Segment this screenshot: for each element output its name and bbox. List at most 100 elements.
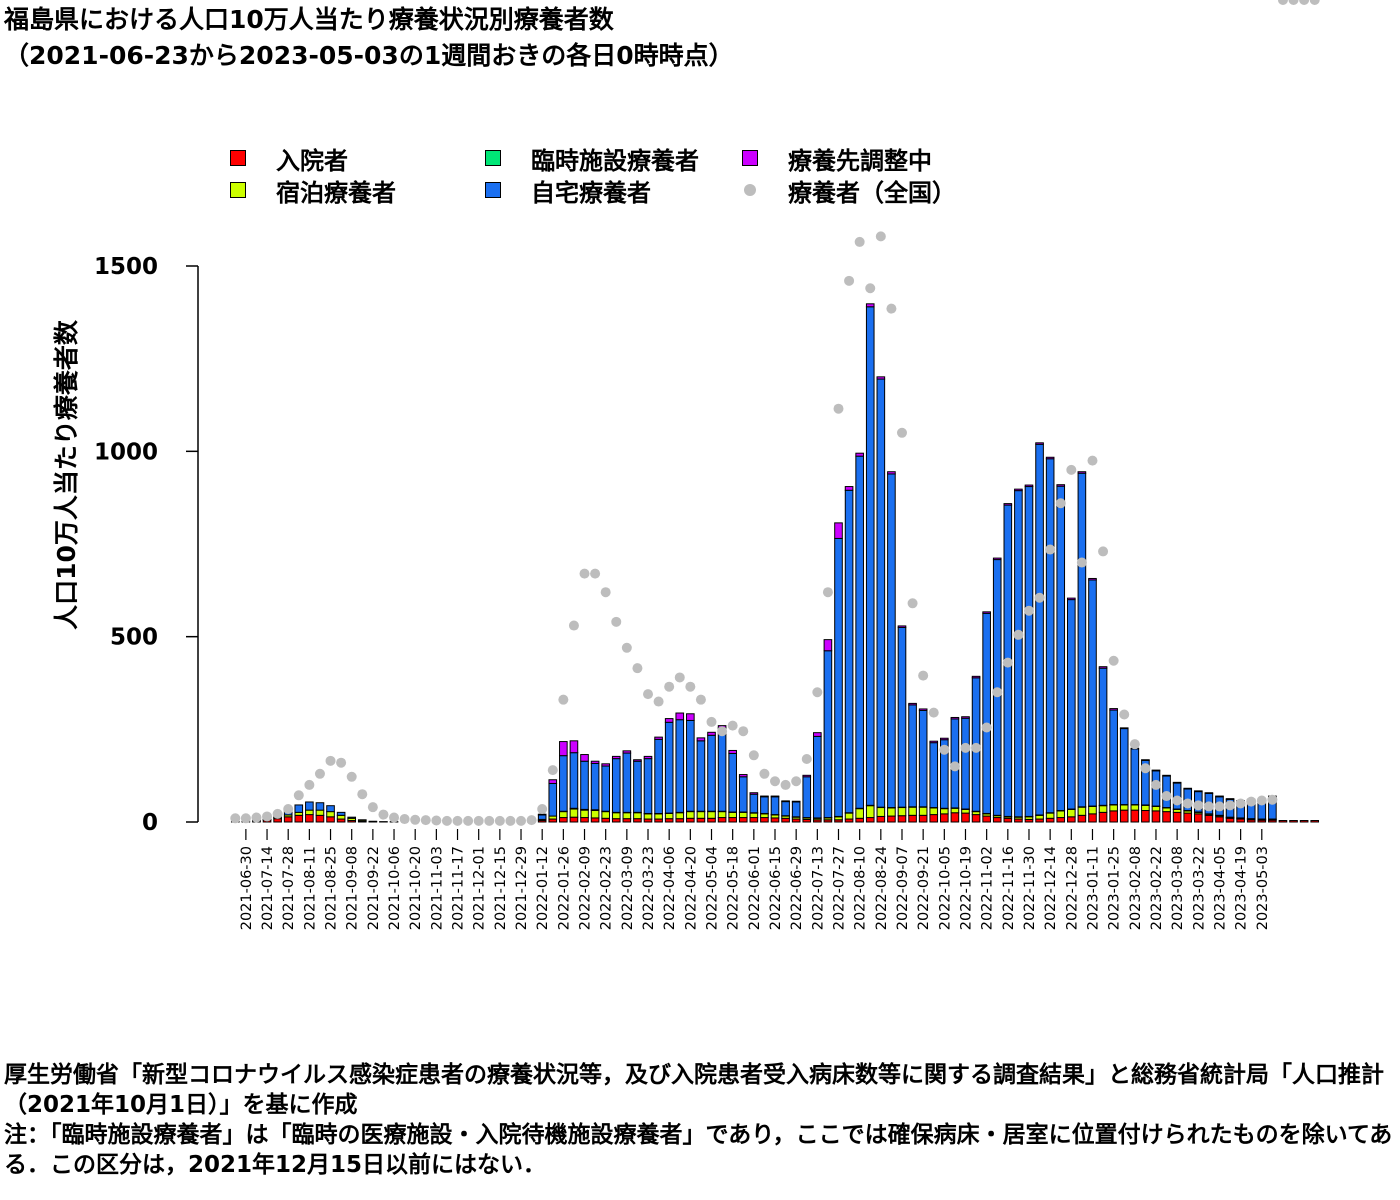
bar-segment — [1077, 806, 1087, 816]
national-point — [727, 720, 738, 731]
bar-segment — [813, 735, 822, 819]
bar-segment — [326, 816, 335, 823]
bar-segment — [813, 732, 822, 737]
bar-segment — [283, 816, 293, 823]
bar-segment — [1035, 442, 1044, 445]
bar-segment — [559, 811, 568, 819]
bar-segment — [1003, 503, 1013, 506]
national-point — [960, 742, 971, 753]
bar-segment — [601, 811, 610, 819]
national-point — [949, 761, 960, 772]
legend-label: 療養先調整中 — [788, 146, 932, 175]
bar-segment — [1024, 486, 1034, 817]
bar-segment — [559, 755, 568, 812]
national-point — [865, 283, 876, 294]
bar-segment — [664, 818, 674, 823]
x-tick-label: 2022-10-19 — [958, 846, 974, 930]
x-tick-label: 2021-12-01 — [472, 846, 488, 930]
national-point — [304, 779, 315, 790]
y-tick-label: 1500 — [94, 254, 158, 280]
bar-segment — [580, 754, 589, 762]
bar-segment — [1056, 484, 1066, 487]
bar-segment — [876, 376, 886, 380]
bar-segment — [844, 486, 854, 491]
bar-segment — [686, 817, 695, 823]
national-point — [1246, 796, 1257, 807]
bar-segment — [834, 537, 843, 817]
x-tick-label: 2021-08-25 — [324, 846, 340, 930]
national-point — [463, 815, 474, 826]
national-point — [240, 813, 251, 824]
national-point — [283, 804, 294, 815]
national-point — [558, 694, 569, 705]
bar-segment — [918, 806, 928, 816]
bar-segment — [611, 758, 621, 813]
legend-swatch — [485, 150, 501, 166]
national-point — [346, 771, 357, 782]
x-tick-label: 2022-07-27 — [832, 846, 848, 930]
x-tick-label: 2022-11-30 — [1022, 846, 1038, 930]
bar-segment — [1077, 814, 1087, 823]
national-point — [1277, 0, 1288, 5]
bar-segment — [1141, 804, 1150, 812]
national-point — [410, 814, 421, 825]
x-tick-label: 2023-04-05 — [1212, 846, 1228, 930]
bar-segment — [548, 782, 558, 817]
bar-segment — [717, 817, 727, 823]
bar-segment — [1119, 804, 1129, 811]
bar-segment — [897, 807, 907, 817]
national-point — [770, 776, 780, 787]
x-tick-label: 2022-05-18 — [726, 846, 742, 930]
bar-segment — [1151, 805, 1161, 812]
national-point — [854, 236, 865, 247]
x-tick-label: 2021-07-14 — [260, 846, 276, 930]
bar-segment — [664, 812, 674, 820]
bar-segment — [1045, 812, 1055, 819]
national-point — [801, 753, 812, 764]
bar-segment — [611, 812, 621, 820]
bar-segment — [1014, 488, 1023, 492]
bar-segment — [929, 814, 939, 823]
bar-segment — [1215, 795, 1224, 798]
bar-segment — [982, 611, 991, 614]
bar-segment — [876, 815, 886, 823]
bar-segment — [738, 774, 748, 778]
bar-segment — [1151, 810, 1161, 823]
x-tick-label: 2023-03-08 — [1170, 846, 1186, 930]
legend-item-home: 自宅療養者 — [485, 175, 651, 207]
x-tick-label: 2021-10-20 — [408, 846, 424, 930]
bar-segment — [707, 811, 716, 819]
bar-segment — [982, 815, 991, 823]
x-tick-label: 2023-04-19 — [1234, 846, 1250, 930]
national-point — [1161, 791, 1172, 802]
national-point — [547, 765, 558, 776]
bar-segment — [1056, 817, 1066, 823]
bar-segment — [622, 812, 632, 820]
bar-segment — [982, 612, 991, 814]
footnote-text: 注：「臨時施設療養者」は「臨時の医療施設・入院待機施設療養者」であり，ここでは確… — [4, 1122, 1393, 1178]
bar-segment — [611, 755, 621, 760]
bar-segment — [537, 814, 547, 820]
bar-segment — [1045, 456, 1055, 460]
bar-segment — [1088, 577, 1097, 581]
bar-segment — [590, 760, 600, 764]
bar-segment — [855, 817, 864, 823]
bar-segment — [601, 763, 610, 767]
national-point — [1023, 605, 1034, 616]
bar-segment — [633, 760, 642, 813]
bar-segment — [548, 779, 558, 784]
bar-segment — [950, 716, 960, 720]
bar-segment — [1162, 774, 1171, 777]
source-text: 厚生労働省「新型コロナウイルス感染症患者の療養状況等，及び入院患者受入病床数等に… — [4, 1062, 1384, 1118]
bar-segment — [675, 812, 685, 820]
bar-segment — [686, 811, 695, 819]
national-point — [844, 275, 855, 286]
national-point — [1182, 798, 1193, 809]
national-point — [251, 812, 262, 823]
bar-segment — [601, 765, 610, 812]
bar-segment — [664, 718, 674, 723]
bar-segment — [876, 378, 886, 808]
x-tick-label: 2021-09-22 — [366, 846, 382, 930]
national-point — [632, 663, 643, 674]
bar-segment — [749, 812, 759, 819]
